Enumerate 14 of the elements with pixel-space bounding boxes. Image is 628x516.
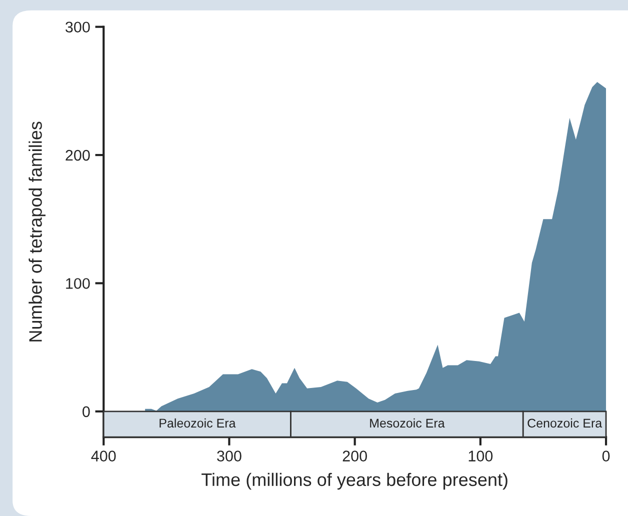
- y-tick-label: 200: [66, 150, 90, 161]
- x-tick-label: 200: [342, 450, 367, 462]
- y-tick-label: 100: [66, 278, 90, 289]
- band-label: Mesozoic Era: [370, 418, 445, 428]
- y-axis-title: Number of tetrapod families: [28, 122, 46, 342]
- x-axis-title: Time (millions of years before present): [202, 472, 508, 490]
- band-label: Paleozoic Era: [160, 418, 236, 428]
- x-tick-label: 0: [602, 450, 610, 462]
- x-tick-label: 300: [217, 450, 242, 462]
- x-tick-label: 100: [468, 450, 493, 462]
- band-label: Cenozoic Era: [528, 418, 602, 428]
- y-tick-label: 0: [82, 406, 90, 418]
- y-tick-label: 300: [66, 22, 90, 33]
- x-tick-label: 400: [91, 450, 116, 462]
